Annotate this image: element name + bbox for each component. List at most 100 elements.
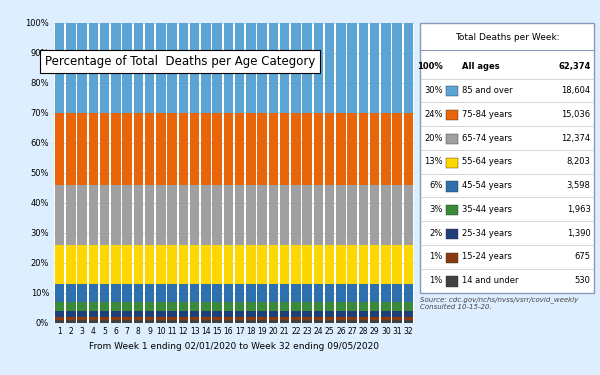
Bar (314, 310, 323, 316)
Bar (291, 112, 301, 184)
Bar (111, 244, 121, 284)
Bar (257, 244, 267, 284)
Bar (246, 310, 256, 316)
Bar (370, 302, 379, 310)
Bar (156, 320, 166, 322)
Bar (201, 112, 211, 184)
Text: 65-74 years: 65-74 years (462, 134, 512, 142)
Bar (156, 316, 166, 320)
Bar (302, 22, 312, 112)
Bar (66, 320, 76, 322)
Bar (100, 316, 109, 320)
Bar (280, 112, 289, 184)
Bar (246, 320, 256, 322)
Bar (212, 284, 222, 302)
Bar (201, 310, 211, 316)
Bar (257, 316, 267, 320)
Bar (370, 310, 379, 316)
Bar (66, 284, 76, 302)
Bar (224, 112, 233, 184)
Text: 15-24 years: 15-24 years (462, 252, 512, 261)
Bar (404, 112, 413, 184)
Bar (302, 244, 312, 284)
Text: 530: 530 (575, 276, 590, 285)
Bar (190, 244, 199, 284)
Bar (77, 184, 87, 244)
Bar (291, 302, 301, 310)
Bar (404, 284, 413, 302)
Bar (392, 310, 402, 316)
Bar (381, 284, 391, 302)
Bar (179, 320, 188, 322)
Bar (280, 310, 289, 316)
Bar (246, 22, 256, 112)
Text: 55-64 years: 55-64 years (462, 158, 512, 166)
Text: 13%: 13% (424, 158, 443, 166)
Bar (381, 244, 391, 284)
Text: 14 and under: 14 and under (462, 276, 518, 285)
Bar (280, 284, 289, 302)
Bar (55, 244, 64, 284)
Bar (224, 310, 233, 316)
Bar (190, 320, 199, 322)
Bar (257, 184, 267, 244)
Bar (336, 244, 346, 284)
Bar (381, 22, 391, 112)
Bar (446, 252, 458, 263)
Bar (325, 320, 334, 322)
Bar (201, 184, 211, 244)
Bar (89, 112, 98, 184)
Text: 8,203: 8,203 (566, 158, 590, 166)
Text: 18,604: 18,604 (562, 86, 590, 95)
Bar (122, 316, 132, 320)
Bar (179, 302, 188, 310)
Text: 675: 675 (575, 252, 590, 261)
Bar (145, 302, 154, 310)
Bar (381, 316, 391, 320)
Bar (212, 112, 222, 184)
Bar (370, 22, 379, 112)
Bar (280, 320, 289, 322)
Text: 35-44 years: 35-44 years (462, 205, 512, 214)
Bar (77, 310, 87, 316)
Bar (89, 320, 98, 322)
Bar (224, 184, 233, 244)
Bar (257, 310, 267, 316)
Bar (190, 184, 199, 244)
Bar (100, 112, 109, 184)
Bar (122, 22, 132, 112)
Bar (246, 184, 256, 244)
Text: 2%: 2% (430, 229, 443, 238)
Bar (370, 112, 379, 184)
Bar (100, 22, 109, 112)
Bar (392, 302, 402, 310)
Bar (336, 112, 346, 184)
Bar (347, 112, 357, 184)
Bar (269, 22, 278, 112)
Bar (167, 302, 177, 310)
Bar (336, 22, 346, 112)
Bar (167, 316, 177, 320)
Bar (235, 112, 244, 184)
Bar (66, 302, 76, 310)
Bar (392, 184, 402, 244)
Bar (190, 22, 199, 112)
Bar (122, 112, 132, 184)
Bar (201, 316, 211, 320)
Bar (77, 112, 87, 184)
Bar (291, 320, 301, 322)
Bar (347, 184, 357, 244)
Bar (212, 184, 222, 244)
Text: Source: cdc.gov/nchs/nvss/vsrr/covid_weekly
Consulted 10-15-20.: Source: cdc.gov/nchs/nvss/vsrr/covid_wee… (420, 296, 578, 310)
Bar (336, 316, 346, 320)
Bar (190, 112, 199, 184)
Bar (190, 302, 199, 310)
Bar (224, 244, 233, 284)
Bar (224, 320, 233, 322)
Text: 100%: 100% (417, 62, 443, 71)
Bar (145, 284, 154, 302)
Bar (246, 244, 256, 284)
Bar (325, 22, 334, 112)
Bar (370, 320, 379, 322)
Text: 12,374: 12,374 (562, 134, 590, 142)
